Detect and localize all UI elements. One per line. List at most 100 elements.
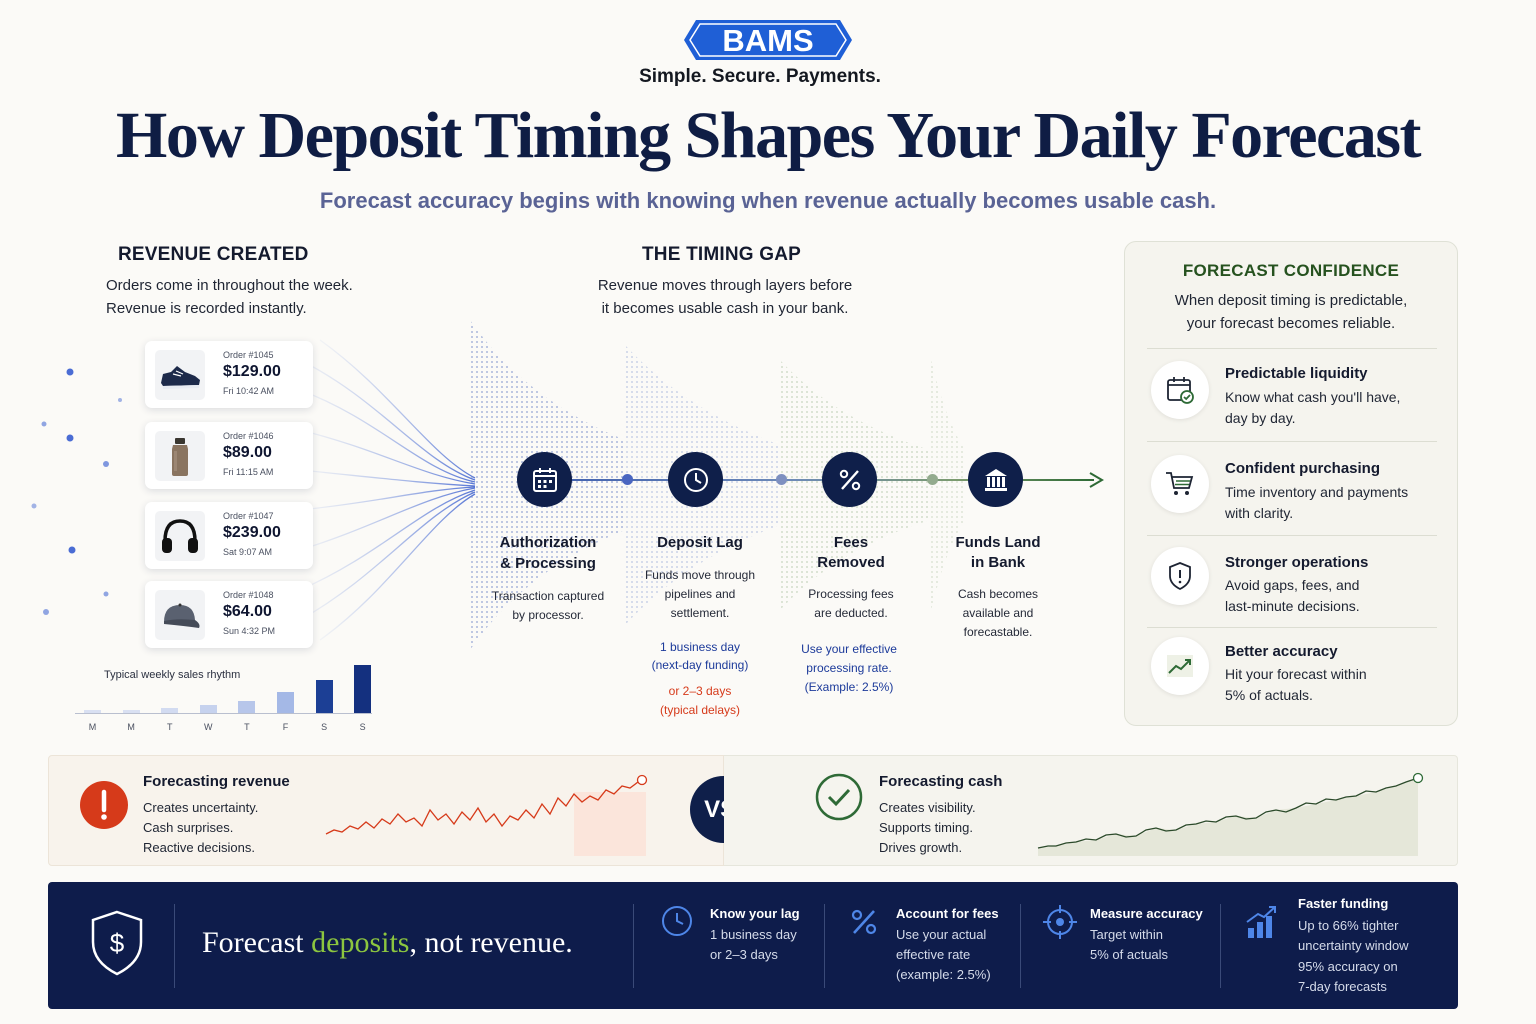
comparison-right-line: Supports timing.: [879, 820, 973, 835]
confidence-item-text: with clarity.: [1225, 505, 1294, 521]
step-desc: by processor.: [512, 608, 584, 622]
clock-icon: [662, 906, 692, 936]
divider: [1220, 904, 1221, 988]
weekly-bar: [277, 692, 294, 714]
order-time: Sat 9:07 AM: [223, 547, 273, 557]
calendar-icon: [532, 467, 557, 492]
tip-text: Target within: [1090, 927, 1163, 942]
step-warning: (typical delays): [659, 703, 741, 717]
weekly-day-label: S: [321, 722, 328, 732]
step-authorization-icon: [517, 452, 572, 507]
confidence-desc-2: your forecast becomes reliable.: [1186, 315, 1396, 332]
tip-text: 7-day forecasts: [1298, 979, 1387, 994]
step-desc: Cash becomes: [957, 587, 1039, 601]
order-card: Order #1045 $129.00 Fri 10:42 AM: [145, 341, 313, 408]
clock-icon: [683, 467, 708, 492]
comparison-right-line: Creates visibility.: [879, 800, 976, 815]
weekly-bar: [122, 710, 140, 714]
divider: [633, 904, 634, 988]
step-note: (Example: 2.5%): [804, 680, 894, 694]
weekly-chart-axis: [75, 713, 372, 714]
tip-text: 95% accuracy on: [1298, 959, 1398, 974]
step-note: 1 business day: [659, 640, 741, 654]
order-amount: $89.00: [223, 444, 272, 461]
tip-text: or 2–3 days: [710, 947, 778, 962]
target-icon: [1043, 905, 1077, 939]
tip-text: 1 business day: [710, 927, 797, 942]
bottle-icon: [155, 431, 205, 481]
order-id: Order #1047: [223, 511, 274, 521]
confidence-desc: When deposit timing is predictable, your…: [1125, 289, 1457, 335]
percent-icon: [851, 909, 877, 935]
confidence-item-text: Avoid gaps, fees, and: [1225, 577, 1360, 593]
order-id: Order #1045: [223, 350, 274, 360]
weekly-day-label: S: [359, 722, 366, 732]
logo-text: BAMS: [722, 23, 813, 58]
order-id: Order #1046: [223, 431, 274, 441]
confidence-item-text: 5% of actuals.: [1225, 687, 1313, 703]
pipeline-line: [544, 479, 1094, 481]
divider: [1147, 441, 1437, 442]
cap-icon: [155, 590, 205, 640]
step-title: & Processing: [500, 555, 596, 572]
revenue-desc-2: Revenue is recorded instantly.: [106, 300, 307, 317]
bar-growth-icon: [1246, 906, 1276, 938]
step-desc: available and: [962, 606, 1034, 620]
tip-text: 5% of actuals: [1090, 947, 1169, 962]
weekly-bar: [315, 680, 333, 714]
comparison-right-title: Forecasting cash: [879, 773, 1003, 790]
step-desc: Processing fees: [808, 587, 894, 601]
weekly-bar: [354, 665, 372, 714]
timing-desc-1: Revenue moves through layers before: [597, 277, 853, 294]
svg-text:$: $: [110, 928, 125, 958]
tip-title: Faster funding: [1298, 896, 1389, 911]
confidence-desc-1: When deposit timing is predictable,: [1174, 292, 1408, 309]
page-subtitle: Forecast accuracy begins with knowing wh…: [319, 188, 1217, 213]
step-warning: or 2–3 days: [668, 684, 732, 698]
confidence-item-title: Confident purchasing: [1225, 460, 1380, 477]
order-amount: $129.00: [223, 363, 281, 380]
tip-text: (example: 2.5%): [896, 967, 991, 982]
step-title: Authorization: [499, 534, 597, 551]
tip-text: Up to 66% tighter: [1298, 918, 1399, 933]
confidence-item-text: Time inventory and payments: [1225, 484, 1409, 500]
check-circle-icon: [815, 773, 863, 821]
order-amount: $239.00: [223, 524, 281, 541]
shield-dollar-icon: $: [91, 910, 143, 976]
comparison-left-line: Creates uncertainty.: [143, 800, 259, 815]
tip-title: Account for fees: [896, 906, 999, 921]
confidence-item-text: last-minute decisions.: [1225, 598, 1360, 614]
motto-pre: Forecast: [202, 926, 312, 959]
divider: [824, 904, 825, 988]
brand-logo: BAMS: [0, 14, 1536, 66]
headphones-icon: [155, 511, 205, 561]
divider: [1147, 535, 1437, 536]
divider: [1147, 348, 1437, 349]
weekly-day-label: F: [282, 722, 289, 732]
timing-desc-2: it becomes usable cash in your bank.: [601, 300, 849, 317]
step-title: Deposit Lag: [657, 534, 743, 551]
motto-post: , not revenue.: [409, 926, 573, 959]
comparison-left-title: Forecasting revenue: [143, 773, 290, 790]
timing-heading: THE TIMING GAP: [642, 244, 802, 265]
tip-text: uncertainty window: [1298, 938, 1409, 953]
comparison-left-line: Reactive decisions.: [143, 840, 255, 855]
confidence-item-text: Hit your forecast within: [1225, 666, 1367, 682]
pipeline-dot: [776, 474, 787, 485]
step-desc: settlement.: [670, 606, 730, 620]
revenue-volatility-sparkline: [325, 774, 648, 856]
confidence-heading: FORECAST CONFIDENCE: [1182, 261, 1400, 280]
step-deposit-lag-icon: [668, 452, 723, 507]
forecasting-revenue-panel: Forecasting revenue Creates uncertainty.…: [48, 755, 724, 866]
calendar-check-icon: [1151, 361, 1209, 419]
trend-up-icon: [1151, 637, 1209, 695]
percent-icon: [839, 469, 860, 490]
step-desc: are deducted.: [814, 606, 888, 620]
step-desc: pipelines and: [664, 587, 736, 601]
bams-logo-icon: BAMS: [684, 20, 852, 60]
divider: [1020, 904, 1021, 988]
order-id: Order #1048: [223, 590, 274, 600]
bottom-band: $ Forecast deposits, not revenue. Know y…: [48, 882, 1458, 1009]
step-title: Removed: [817, 554, 885, 571]
alert-icon: [80, 781, 128, 829]
